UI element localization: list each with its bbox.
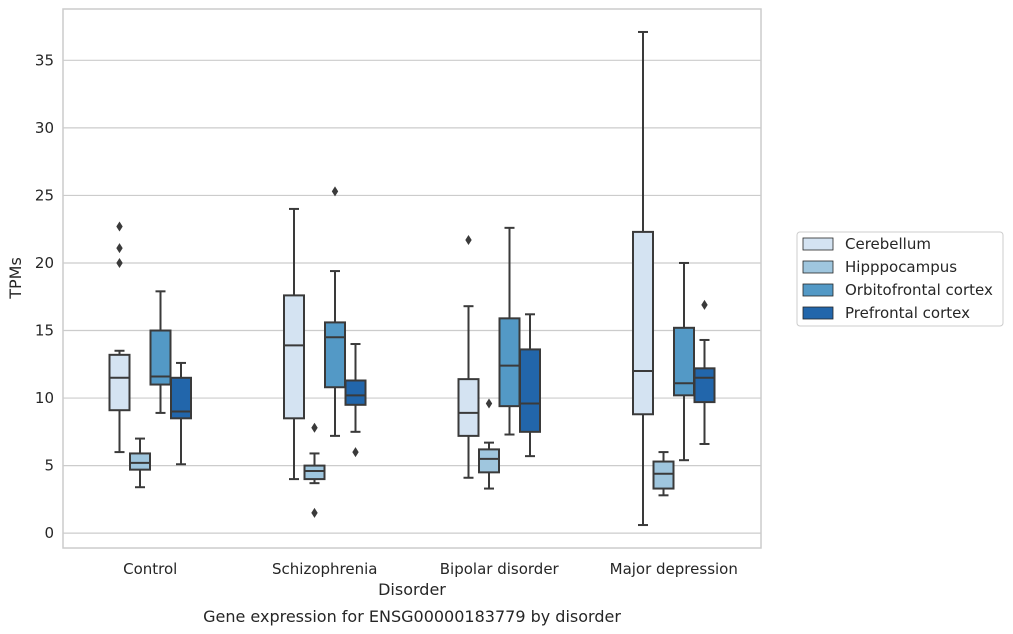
outlier-point bbox=[116, 257, 123, 268]
box-iqr bbox=[283, 294, 305, 420]
y-tick-label: 5 bbox=[44, 457, 54, 475]
y-tick-label: 30 bbox=[35, 119, 54, 137]
box-iqr bbox=[519, 348, 541, 433]
outlier-point bbox=[701, 299, 708, 310]
box-cerebellum-3 bbox=[632, 30, 654, 527]
box-prefrontal-cortex-1 bbox=[344, 343, 367, 458]
box-iqr bbox=[478, 448, 500, 474]
box-iqr bbox=[632, 230, 654, 416]
box-cerebellum-2 bbox=[457, 235, 480, 479]
outlier-point bbox=[116, 243, 123, 254]
box-iqr bbox=[498, 317, 521, 408]
outlier-point bbox=[116, 221, 123, 232]
x-axis-label: Disorder bbox=[378, 580, 446, 599]
y-tick-label: 15 bbox=[35, 322, 54, 340]
box-prefrontal-cortex-3 bbox=[693, 299, 716, 445]
x-tick-label: Bipolar disorder bbox=[440, 560, 560, 578]
outlier-point bbox=[331, 186, 339, 197]
box-iqr bbox=[652, 460, 675, 490]
x-axis-ticks: Control Schizophrenia Bipolar disorder Majo… bbox=[123, 560, 738, 578]
box-series bbox=[108, 30, 716, 527]
legend-swatch bbox=[802, 260, 834, 274]
box-prefrontal-cortex-0 bbox=[170, 361, 192, 466]
box-orbitofrontal-cortex-1 bbox=[324, 186, 346, 437]
legend-swatch bbox=[802, 237, 834, 251]
y-axis-ticks: 0 5 10 15 20 25 30 35 bbox=[35, 51, 54, 542]
legend: Cerebellum Hipppocampus Orbitofrontal cort… bbox=[796, 231, 1004, 327]
legend-frame bbox=[796, 231, 1004, 327]
outlier-point bbox=[352, 447, 359, 458]
box-orbitofrontal-cortex-2 bbox=[498, 226, 521, 436]
legend-label: Prefrontal cortex bbox=[845, 304, 970, 322]
box-iqr bbox=[673, 326, 695, 397]
outlier-point bbox=[311, 422, 318, 433]
x-tick-label: Major depression bbox=[610, 560, 738, 578]
legend-label: Orbitofrontal cortex bbox=[845, 281, 993, 299]
legend-label: Cerebellum bbox=[845, 235, 931, 253]
box-hipppocampus-2 bbox=[478, 398, 500, 490]
box-iqr bbox=[693, 367, 716, 404]
y-tick-label: 10 bbox=[35, 389, 54, 407]
outlier-point bbox=[485, 398, 493, 409]
box-iqr bbox=[344, 379, 367, 406]
chart-title: Gene expression for ENSG00000183779 by d… bbox=[203, 607, 621, 626]
box-hipppocampus-1 bbox=[303, 422, 326, 518]
outlier-point bbox=[465, 235, 472, 245]
box-cerebellum-0 bbox=[108, 221, 131, 454]
box-orbitofrontal-cortex-3 bbox=[673, 261, 695, 462]
box-hipppocampus-3 bbox=[652, 451, 675, 497]
legend-swatch bbox=[802, 283, 834, 297]
box-iqr bbox=[129, 452, 151, 471]
box-orbitofrontal-cortex-0 bbox=[149, 290, 172, 414]
box-prefrontal-cortex-2 bbox=[519, 313, 541, 458]
box-iqr bbox=[303, 464, 326, 481]
x-tick-label: Schizophrenia bbox=[272, 560, 377, 578]
plot-frame bbox=[62, 8, 762, 549]
box-cerebellum-1 bbox=[283, 207, 305, 481]
box-iqr bbox=[457, 378, 480, 437]
y-tick-label: 20 bbox=[35, 254, 54, 272]
box-iqr bbox=[170, 376, 192, 420]
box-hipppocampus-0 bbox=[129, 437, 151, 489]
outlier-point bbox=[311, 507, 318, 518]
x-tick-label: Control bbox=[123, 560, 177, 578]
legend-label: Hipppocampus bbox=[845, 258, 957, 276]
box-iqr bbox=[324, 321, 346, 389]
box-iqr bbox=[108, 353, 131, 412]
y-axis-label: TPMs bbox=[6, 257, 25, 300]
y-tick-label: 25 bbox=[35, 186, 54, 204]
box-iqr bbox=[149, 329, 172, 386]
y-tick-label: 35 bbox=[35, 51, 54, 69]
legend-swatch bbox=[802, 306, 834, 320]
y-tick-label: 0 bbox=[44, 524, 54, 542]
